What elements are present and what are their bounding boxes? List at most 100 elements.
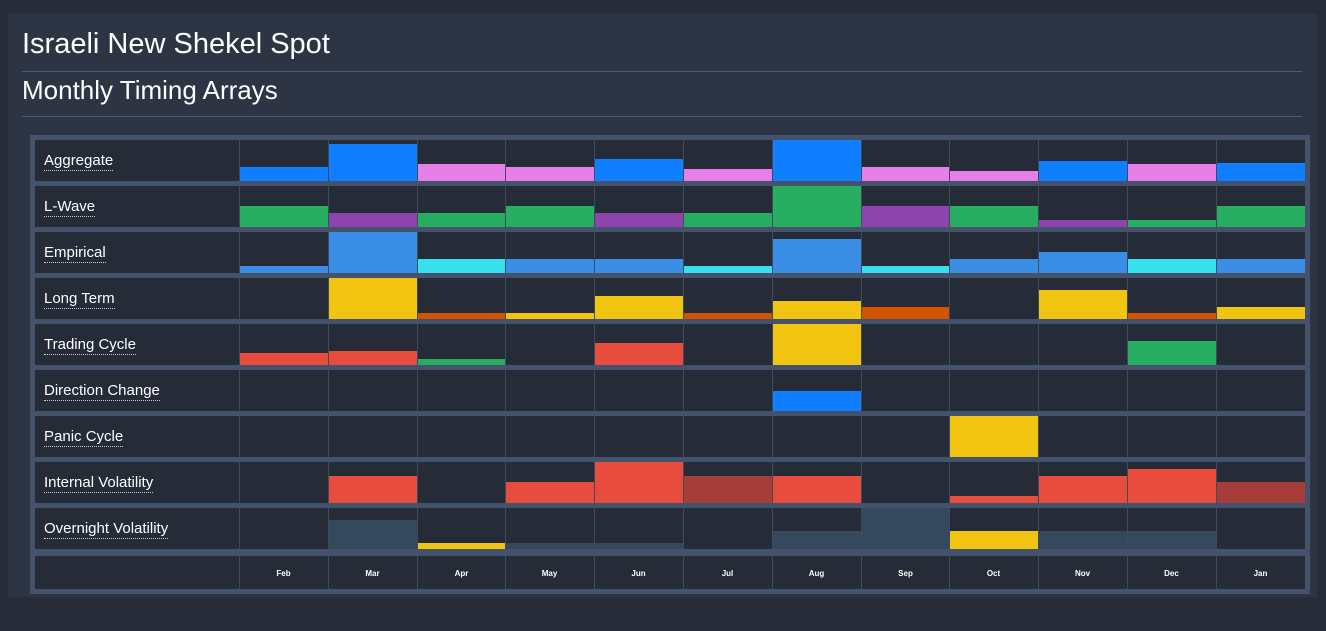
column-divider bbox=[949, 462, 950, 503]
column-divider bbox=[594, 186, 595, 227]
column-divider bbox=[417, 370, 418, 411]
column-divider bbox=[1216, 324, 1217, 365]
row-label-empirical[interactable]: Empirical bbox=[44, 244, 106, 263]
column-divider bbox=[1038, 370, 1039, 411]
bar-empirical-jan bbox=[1217, 259, 1305, 273]
row-label-overnight-volatility[interactable]: Overnight Volatility bbox=[44, 520, 169, 539]
bar-l-wave-jul bbox=[684, 213, 772, 227]
column-divider bbox=[505, 186, 506, 227]
column-divider bbox=[328, 186, 329, 227]
bar-empirical-oct bbox=[950, 259, 1038, 273]
month-label-oct: Oct bbox=[986, 569, 1001, 578]
column-divider bbox=[1038, 278, 1039, 319]
column-divider bbox=[417, 186, 418, 227]
bar-trading-cycle-dec bbox=[1128, 341, 1216, 365]
column-divider bbox=[861, 370, 862, 411]
column-divider bbox=[417, 416, 418, 457]
bar-overnight-volatility-may bbox=[506, 543, 594, 549]
column-divider bbox=[1216, 186, 1217, 227]
month-label-apr: Apr bbox=[454, 569, 469, 578]
bar-direction-change-aug bbox=[773, 391, 861, 411]
row-label-long-term[interactable]: Long Term bbox=[44, 290, 115, 309]
array-row-internal-volatility: Internal Volatility bbox=[35, 462, 1305, 503]
column-divider bbox=[861, 140, 862, 181]
month-label-aug: Aug bbox=[808, 569, 825, 578]
bar-long-term-aug bbox=[773, 301, 861, 319]
column-divider bbox=[1216, 278, 1217, 319]
month-label-sep: Sep bbox=[898, 569, 913, 578]
column-divider bbox=[1038, 140, 1039, 181]
month-label-jan: Jan bbox=[1253, 569, 1268, 578]
bar-internal-volatility-dec bbox=[1128, 469, 1216, 503]
bar-overnight-volatility-mar bbox=[329, 520, 417, 549]
bar-internal-volatility-aug bbox=[773, 476, 861, 503]
row-label-panic-cycle[interactable]: Panic Cycle bbox=[44, 428, 124, 447]
column-divider bbox=[861, 462, 862, 503]
column-divider bbox=[683, 462, 684, 503]
column-divider bbox=[417, 140, 418, 181]
array-row-aggregate: Aggregate bbox=[35, 140, 1305, 181]
bar-long-term-sep bbox=[862, 307, 949, 319]
column-divider bbox=[1127, 232, 1128, 273]
column-divider bbox=[594, 278, 595, 319]
bar-aggregate-aug bbox=[773, 140, 861, 181]
column-divider bbox=[594, 462, 595, 503]
column-divider bbox=[239, 140, 240, 181]
column-divider bbox=[505, 462, 506, 503]
month-label-jul: Jul bbox=[721, 569, 734, 578]
bar-long-term-mar bbox=[329, 278, 417, 319]
column-divider bbox=[417, 556, 418, 589]
column-divider bbox=[949, 232, 950, 273]
column-divider bbox=[417, 324, 418, 365]
bar-internal-volatility-jul bbox=[684, 476, 772, 503]
column-divider bbox=[1216, 232, 1217, 273]
bar-overnight-volatility-aug bbox=[773, 531, 861, 549]
column-divider bbox=[328, 278, 329, 319]
bar-aggregate-jan bbox=[1217, 163, 1305, 181]
column-divider bbox=[772, 508, 773, 549]
month-label-mar: Mar bbox=[365, 569, 380, 578]
bar-trading-cycle-jun bbox=[595, 343, 683, 365]
column-divider bbox=[949, 508, 950, 549]
subtitle-divider bbox=[22, 116, 1302, 117]
bar-l-wave-may bbox=[506, 206, 594, 227]
bar-aggregate-feb bbox=[240, 167, 328, 181]
column-divider bbox=[949, 556, 950, 589]
month-label-may: May bbox=[541, 569, 558, 578]
column-divider bbox=[1127, 278, 1128, 319]
bar-aggregate-dec bbox=[1128, 164, 1216, 181]
row-label-direction-change[interactable]: Direction Change bbox=[44, 382, 160, 401]
column-divider bbox=[1216, 140, 1217, 181]
bar-aggregate-jul bbox=[684, 169, 772, 181]
timing-array-panel: Israeli New Shekel Spot Monthly Timing A… bbox=[8, 13, 1317, 597]
column-divider bbox=[1216, 462, 1217, 503]
month-label-dec: Dec bbox=[1164, 569, 1179, 578]
bar-internal-volatility-may bbox=[506, 482, 594, 503]
column-divider bbox=[1127, 556, 1128, 589]
row-label-trading-cycle[interactable]: Trading Cycle bbox=[44, 336, 136, 355]
column-divider bbox=[328, 232, 329, 273]
column-divider bbox=[1038, 416, 1039, 457]
array-row-empirical: Empirical bbox=[35, 232, 1305, 273]
array-row-l-wave: L-Wave bbox=[35, 186, 1305, 227]
bar-aggregate-sep bbox=[862, 167, 949, 181]
column-divider bbox=[861, 232, 862, 273]
bar-overnight-volatility-sep bbox=[862, 508, 949, 549]
bar-overnight-volatility-jun bbox=[595, 543, 683, 549]
row-label-aggregate[interactable]: Aggregate bbox=[44, 152, 114, 171]
column-divider bbox=[239, 186, 240, 227]
column-divider bbox=[594, 232, 595, 273]
bar-l-wave-dec bbox=[1128, 220, 1216, 227]
column-divider bbox=[683, 140, 684, 181]
column-divider bbox=[1127, 324, 1128, 365]
bar-l-wave-jan bbox=[1217, 206, 1305, 227]
bar-overnight-volatility-dec bbox=[1128, 531, 1216, 549]
array-row-overnight-volatility: Overnight Volatility bbox=[35, 508, 1305, 549]
row-label-l-wave[interactable]: L-Wave bbox=[44, 198, 96, 217]
column-divider bbox=[505, 508, 506, 549]
column-divider bbox=[594, 508, 595, 549]
bar-l-wave-sep bbox=[862, 206, 949, 227]
row-label-internal-volatility[interactable]: Internal Volatility bbox=[44, 474, 154, 493]
column-divider bbox=[1038, 462, 1039, 503]
column-divider bbox=[683, 508, 684, 549]
